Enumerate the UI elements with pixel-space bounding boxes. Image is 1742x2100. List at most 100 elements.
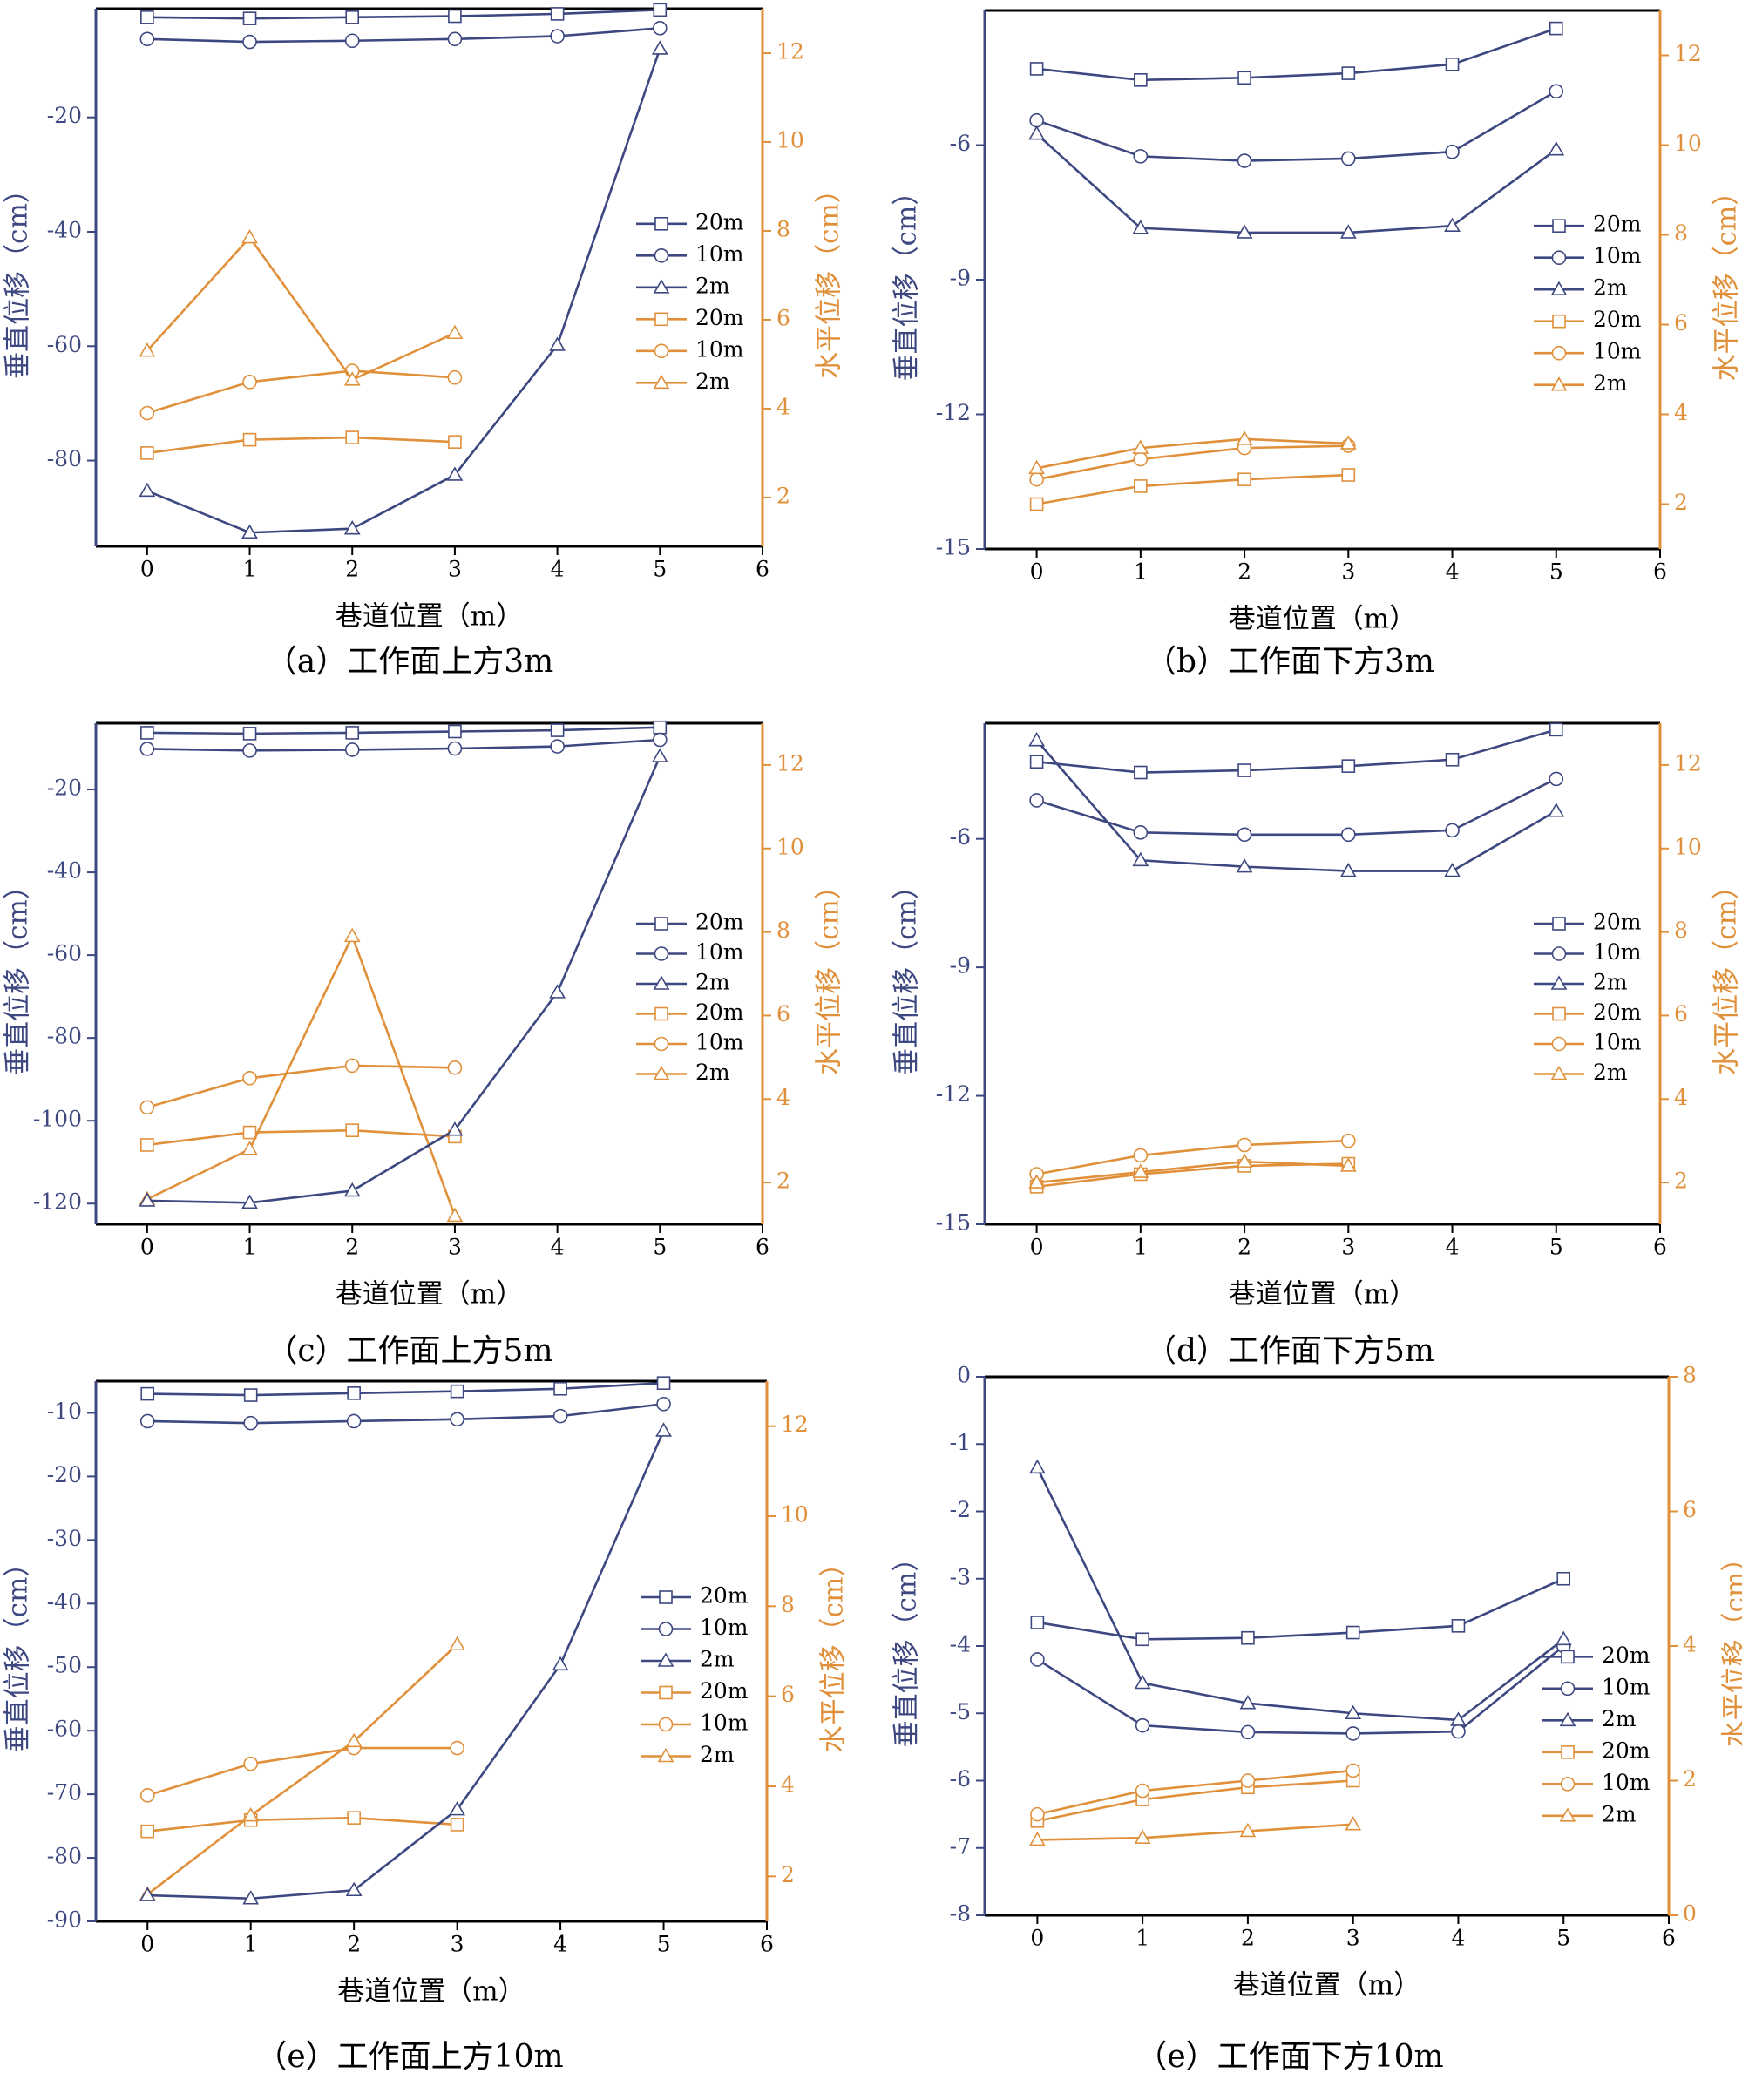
vertical-data-point-20m [653,3,668,17]
chart-panel-2: 0 1 2 3 4 5 6-6-9-12-1524681012巷道位置（m）垂直位移（cm）… [891,9,1742,635]
vertical-data-point-2m [241,524,258,539]
vertical-data-point-10m [243,1415,258,1431]
left-y-tick-label: -12 [936,1081,971,1107]
legend-marker [1559,1807,1576,1822]
vertical-data-point-10m [1133,149,1149,164]
left-y-tick-label: -1 [950,1430,971,1455]
left-y-tick-label: -60 [47,941,82,966]
left-y-tick-label: -120 [33,1189,82,1215]
vertical-data-point-2m [1450,1711,1467,1726]
left-y-tick-label: -60 [47,332,82,357]
horizontal-data-point-20m [242,432,257,447]
horizontal-data-point-10m [344,1058,360,1074]
x-axis-title: 巷道位置（m） [336,1279,523,1311]
horizontal-data-point-2m [242,1806,260,1822]
left-y-tick-label: -8 [950,1901,971,1927]
x-axis-title: 巷道位置（m） [1229,1279,1416,1311]
left-y-axis-title: 垂直位移（cm） [3,1550,34,1753]
legend-marker [654,946,669,961]
horizontal-series-line-2m [146,1643,458,1896]
vertical-data-point-20m [1029,755,1044,769]
right-y-tick-label: 8 [781,1592,795,1617]
vertical-data-point-2m [343,520,361,535]
vertical-data-point-10m [1240,1724,1256,1740]
right-y-tick-label: 12 [781,1412,809,1437]
vertical-data-point-10m [1029,793,1044,808]
vertical-data-point-10m [447,741,463,756]
vertical-data-point-2m [1028,125,1045,140]
horizontal-data-point-2m [446,1207,464,1223]
legend-label: 2m [1602,1801,1637,1826]
right-y-tick-label: 2 [781,1862,795,1887]
left-y-tick-label: -4 [950,1632,971,1657]
right-y-axis-title: 水平位移（cm） [818,1550,850,1753]
vertical-data-point-20m [1445,752,1460,767]
horizontal-data-point-2m [1029,1831,1046,1846]
x-tick-label: 5 [1549,559,1563,585]
vertical-data-point-2m [1548,141,1565,156]
panel-caption: （e）工作面下方10m [1135,2039,1443,2075]
right-y-tick-label: 12 [1674,41,1702,66]
x-tick-label: 1 [243,557,257,582]
legend-marker [1560,1681,1576,1697]
vertical-data-point-10m [1451,1724,1466,1739]
vertical-data-point-2m [1345,1704,1362,1720]
horizontal-data-point-20m [1237,472,1251,486]
horizontal-data-point-10m [1240,1773,1256,1788]
legend-marker [659,1590,673,1604]
vertical-data-point-2m [651,40,668,55]
left-y-tick-label: -70 [47,1780,82,1805]
legend-label: 2m [1593,970,1628,995]
horizontal-data-point-10m [450,1740,464,1756]
right-y-tick-label: 12 [776,750,804,776]
x-tick-label: 2 [1237,559,1251,585]
horizontal-data-point-10m [1030,1806,1045,1822]
horizontal-data-point-20m [347,1811,361,1825]
x-tick-label: 2 [1241,1926,1255,1951]
legend-marker [1550,376,1568,391]
horizontal-data-point-10m [242,1070,257,1086]
x-tick-label: 1 [1134,559,1148,585]
horizontal-data-point-20m [450,1818,464,1832]
legend-label: 10m [1593,243,1642,268]
right-y-tick-label: 12 [1674,750,1702,776]
vertical-data-point-20m [553,1381,567,1396]
vertical-data-point-2m [139,482,156,498]
vertical-data-point-10m [1341,151,1356,166]
horizontal-data-point-2m [1132,1163,1149,1178]
panel-caption: （e）工作面上方10m [255,2039,563,2075]
right-y-tick-label: 8 [1683,1363,1697,1388]
vertical-data-point-10m [139,1413,155,1429]
vertical-data-point-2m [1444,862,1461,877]
vertical-data-point-20m [140,726,154,740]
horizontal-data-point-2m [1345,1816,1362,1831]
vertical-data-point-10m [1237,153,1252,168]
vertical-series-line-10m [146,27,661,44]
vertical-data-point-20m [243,1388,258,1402]
legend-label: 10m [1593,1030,1642,1055]
vertical-data-point-2m [1028,732,1045,747]
vertical-series-line-2m [1035,739,1557,872]
horizontal-data-point-2m [449,1636,465,1651]
vertical-data-point-10m [653,732,668,748]
legend-label: 10m [1593,939,1642,965]
right-y-tick-label: 4 [781,1772,795,1798]
legend-marker [654,1036,669,1052]
horizontal-data-point-20m [140,446,154,460]
legend-label: 10m [695,241,744,267]
x-tick-label: 5 [1549,1235,1563,1260]
vertical-data-point-10m [242,34,257,50]
vertical-data-point-10m [450,1412,464,1427]
horizontal-data-point-2m [343,371,361,386]
right-y-tick-label: 10 [776,834,804,859]
right-y-tick-label: 10 [1674,131,1702,156]
legend-marker [658,1717,674,1732]
vertical-data-point-10m [1445,823,1460,838]
legend-marker [1551,946,1567,961]
vertical-data-point-2m [242,1890,260,1905]
vertical-data-point-10m [139,742,155,756]
vertical-data-point-20m [653,720,668,735]
vertical-data-point-20m [1445,58,1460,71]
horizontal-data-point-2m [241,1141,258,1155]
horizontal-data-point-20m [345,430,360,444]
